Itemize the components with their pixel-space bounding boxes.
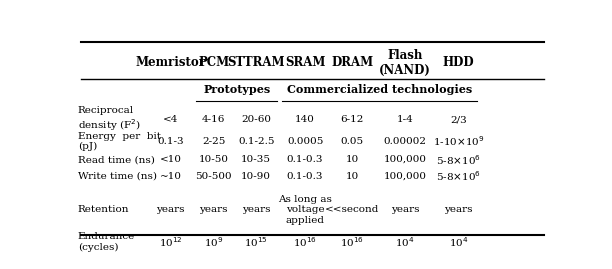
Text: <10: <10 <box>159 155 181 164</box>
Text: 10-50: 10-50 <box>198 155 228 164</box>
Text: 100,000: 100,000 <box>384 155 427 164</box>
Text: 10$^9$: 10$^9$ <box>204 235 223 249</box>
Text: 50-500: 50-500 <box>195 172 232 181</box>
Text: 10: 10 <box>345 155 359 164</box>
Text: 0.1-3: 0.1-3 <box>157 137 184 146</box>
Text: Reciprocal
density (F$^2$): Reciprocal density (F$^2$) <box>78 106 141 133</box>
Text: 4-16: 4-16 <box>202 115 225 124</box>
Text: SRAM: SRAM <box>285 56 326 69</box>
Text: 1-10$\times$10$^9$: 1-10$\times$10$^9$ <box>433 135 484 148</box>
Text: years: years <box>156 206 185 214</box>
Text: 0.1-0.3: 0.1-0.3 <box>287 155 323 164</box>
Text: 0.0005: 0.0005 <box>287 137 323 146</box>
Text: 0.05: 0.05 <box>340 137 364 146</box>
Text: 0.1-2.5: 0.1-2.5 <box>238 137 275 146</box>
Text: 5-8$\times$10$^6$: 5-8$\times$10$^6$ <box>436 169 481 183</box>
Text: 2/3: 2/3 <box>450 115 467 124</box>
Text: STTRAM: STTRAM <box>228 56 285 69</box>
Text: 10: 10 <box>345 172 359 181</box>
Text: 0.00002: 0.00002 <box>384 137 427 146</box>
Text: <<second: <<second <box>325 206 379 214</box>
Text: 10$^{16}$: 10$^{16}$ <box>340 235 364 249</box>
Text: Prototypes: Prototypes <box>203 84 271 95</box>
Text: years: years <box>200 206 228 214</box>
Text: 10-90: 10-90 <box>241 172 271 181</box>
Text: 5-8$\times$10$^6$: 5-8$\times$10$^6$ <box>436 153 481 167</box>
Text: Read time (ns): Read time (ns) <box>78 155 155 164</box>
Text: Endurance
(cycles): Endurance (cycles) <box>78 232 135 252</box>
Text: years: years <box>391 206 419 214</box>
Text: 6-12: 6-12 <box>340 115 364 124</box>
Text: HDD: HDD <box>442 56 474 69</box>
Text: 20-60: 20-60 <box>241 115 271 124</box>
Text: Retention: Retention <box>78 206 129 214</box>
Text: ~10: ~10 <box>159 172 181 181</box>
Text: Commercialized technologies: Commercialized technologies <box>287 84 472 95</box>
Text: Write time (ns): Write time (ns) <box>78 172 157 181</box>
Text: 0.1-0.3: 0.1-0.3 <box>287 172 323 181</box>
Text: 10$^{16}$: 10$^{16}$ <box>293 235 317 249</box>
Text: <4: <4 <box>163 115 178 124</box>
Text: Flash
(NAND): Flash (NAND) <box>379 49 431 77</box>
Text: years: years <box>242 206 271 214</box>
Text: 2-25: 2-25 <box>202 137 225 146</box>
Text: 10$^4$: 10$^4$ <box>449 235 468 249</box>
Text: 140: 140 <box>295 115 315 124</box>
Text: years: years <box>444 206 472 214</box>
Text: Memristor: Memristor <box>135 56 206 69</box>
Text: 10$^{15}$: 10$^{15}$ <box>244 235 268 249</box>
Text: As long as
voltage
applied: As long as voltage applied <box>278 195 332 225</box>
Text: 100,000: 100,000 <box>384 172 427 181</box>
Text: Energy  per  bit
(pJ): Energy per bit (pJ) <box>78 132 161 151</box>
Text: DRAM: DRAM <box>331 56 373 69</box>
Text: 1-4: 1-4 <box>397 115 414 124</box>
Text: 10$^{12}$: 10$^{12}$ <box>159 235 182 249</box>
Text: 10$^4$: 10$^4$ <box>395 235 415 249</box>
Text: 10-35: 10-35 <box>241 155 271 164</box>
Text: PCM: PCM <box>198 56 229 69</box>
